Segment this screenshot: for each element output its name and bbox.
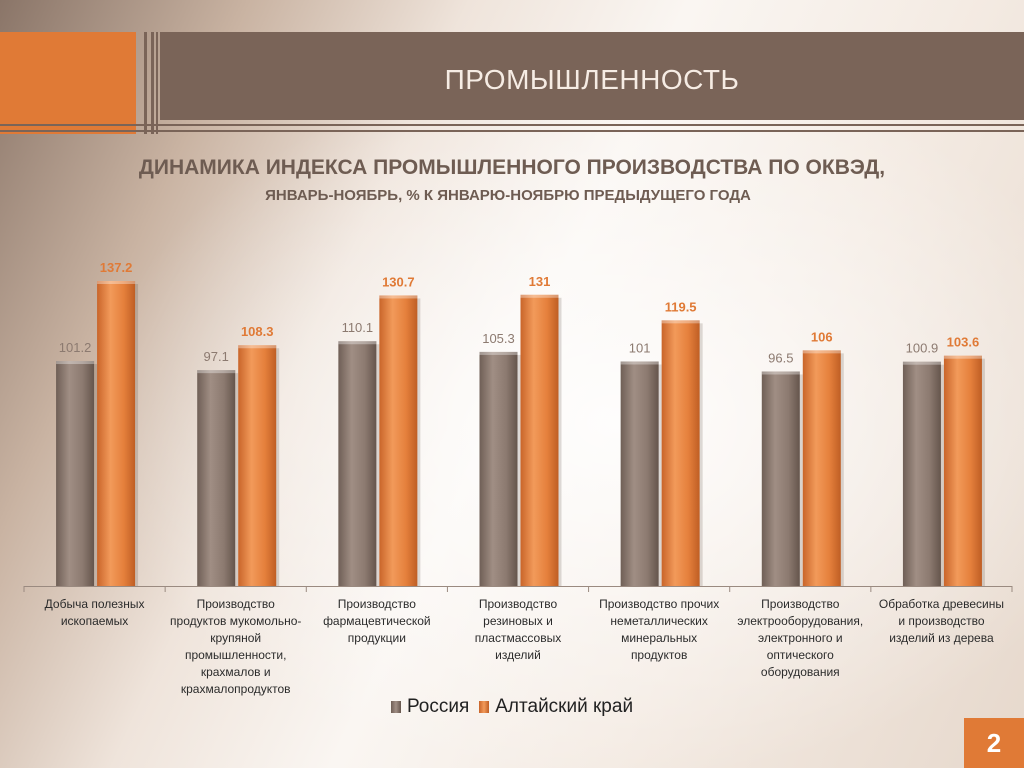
bar-bevel (761, 371, 800, 375)
bar-bevel (802, 350, 841, 354)
category-label: Производство электрооборудования, электр… (737, 597, 864, 679)
bar-altai (238, 345, 277, 586)
bar-bevel (902, 361, 941, 365)
chart-subtitle: ЯНВАРЬ-НОЯБРЬ, % К ЯНВАРЮ-НОЯБРЮ ПРЕДЫДУ… (265, 187, 751, 204)
legend-label: Алтайский край (495, 696, 634, 717)
header-accent-block (0, 32, 136, 134)
legend-label: Россия (406, 696, 470, 717)
bar-bevel (620, 361, 659, 365)
data-label-altai: 106 (811, 329, 833, 344)
bar-russia (761, 371, 800, 586)
data-label-russia: 97.1 (204, 349, 229, 364)
category-label: Производство прочих неметаллических мине… (599, 597, 720, 662)
category-label: Обработка древесины и производство издел… (878, 597, 1004, 645)
data-label-russia: 96.5 (768, 350, 793, 365)
bar-altai (379, 295, 418, 586)
category-label: Производство резиновых и пластмассовых и… (474, 597, 562, 662)
bar-bevel (520, 294, 559, 298)
chart-title: ДИНАМИКА ИНДЕКСА ПРОМЫШЛЕННОГО ПРОИЗВОДС… (138, 156, 886, 179)
category-label: Добыча полезных ископаемых (44, 597, 145, 628)
legend-item-russia: Россия (390, 696, 470, 718)
bar-altai (520, 294, 559, 586)
legend-swatch (479, 701, 490, 713)
header-stripe (151, 32, 154, 134)
bar-bevel (661, 320, 700, 324)
bar-chart: 101.2 137.2 97.1 108.3 110.1 130.7 105.3 131 101… (23, 260, 1013, 592)
data-label-altai: 130.7 (382, 274, 415, 289)
bar-bevel (238, 345, 277, 349)
header-divider (0, 124, 1024, 126)
bar-bevel (943, 355, 982, 359)
bar-russia (338, 341, 377, 586)
bar-russia (620, 361, 659, 586)
slide-title: ПРОМЫШЛЕННОСТЬ (444, 64, 740, 95)
bar-bevel (56, 361, 95, 365)
legend-swatch (390, 701, 401, 713)
data-label-altai: 108.3 (241, 324, 274, 339)
header-stripe (156, 32, 158, 134)
data-label-russia: 101 (629, 340, 651, 355)
bar-bevel (379, 295, 418, 299)
category-label: Производство продуктов мукомольно-крупян… (170, 597, 302, 696)
bar-bevel (97, 281, 136, 284)
bar-russia (902, 361, 941, 586)
header-stripe (144, 32, 147, 134)
data-label-altai: 137.2 (100, 260, 133, 275)
data-label-russia: 105.3 (482, 331, 515, 346)
legend: Россия Алтайский край (0, 696, 1024, 718)
data-label-altai: 131 (529, 274, 551, 289)
bar-bevel (338, 341, 377, 345)
page-number: 2 (964, 718, 1024, 768)
header-divider (0, 130, 1024, 132)
header-band (160, 32, 1024, 120)
data-label-russia: 110.1 (342, 320, 374, 335)
data-label-altai: 119.5 (665, 299, 697, 314)
bar-russia (479, 351, 518, 586)
bar-russia (56, 361, 95, 586)
bar-bevel (479, 351, 518, 355)
bar-altai (661, 320, 700, 586)
bar-altai (802, 350, 841, 586)
bar-bevel (197, 370, 236, 374)
category-label: Производство фармацевтической продукции (323, 597, 431, 645)
data-label-russia: 100.9 (906, 341, 939, 356)
bar-altai (97, 281, 136, 586)
bar-russia (197, 370, 236, 586)
legend-item-altai: Алтайский край (479, 696, 633, 718)
data-label-altai: 103.6 (947, 335, 980, 350)
bar-altai (943, 355, 982, 586)
data-label-russia: 101.2 (59, 340, 92, 355)
